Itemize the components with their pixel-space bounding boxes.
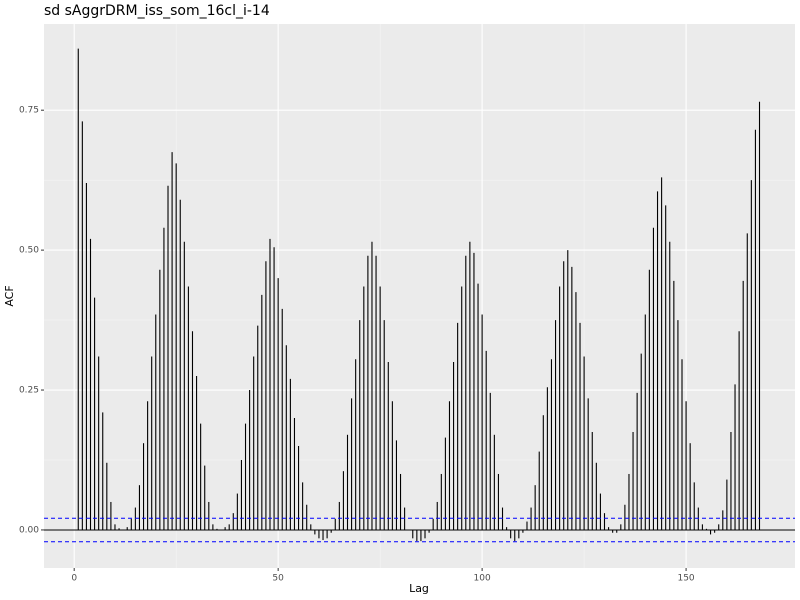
chart-title: sd sAggrDRM_iss_som_16cl_i-14 bbox=[44, 3, 270, 19]
x-axis-label: Lag bbox=[409, 582, 429, 595]
y-axis-label: ACF bbox=[3, 285, 16, 306]
y-tick-label: 0.75 bbox=[19, 106, 39, 116]
x-tick-label: 150 bbox=[677, 574, 694, 584]
y-tick-label: 0.50 bbox=[19, 246, 39, 256]
x-tick-label: 100 bbox=[474, 574, 491, 584]
y-tick-label: 0.00 bbox=[19, 525, 39, 535]
y-tick-label: 0.25 bbox=[19, 386, 39, 396]
x-tick-label: 50 bbox=[272, 574, 284, 584]
x-tick-label: 0 bbox=[71, 574, 77, 584]
